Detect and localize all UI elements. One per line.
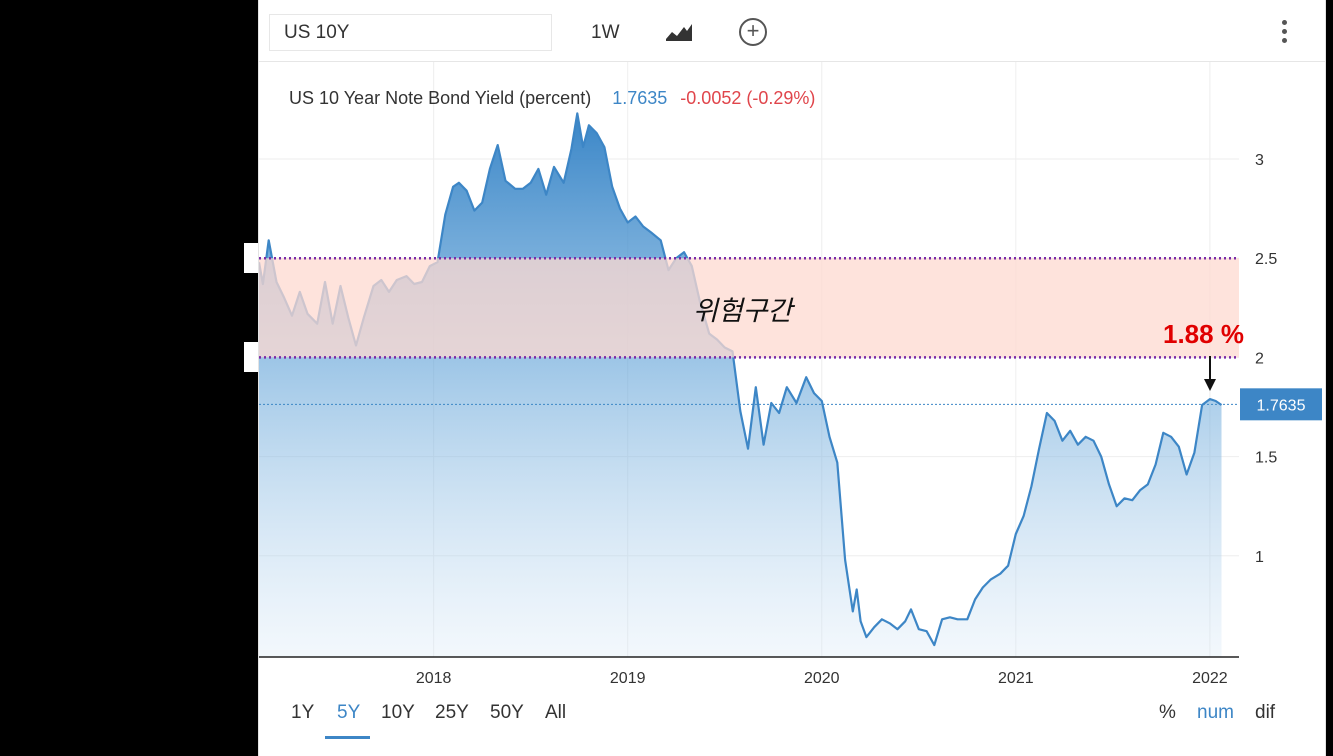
y-tick-label: 1 [1255,549,1264,566]
mode-dif[interactable]: dif [1255,702,1276,723]
chart-type-button[interactable] [665,20,693,57]
add-indicator-button[interactable]: + [739,18,767,46]
x-tick-label: 2020 [804,670,840,687]
range-1y[interactable]: 1Y [291,702,315,723]
mode-num[interactable]: num [1197,702,1234,723]
chart-panel: US 10Y 1W + 1 1.5 2 2.5 3 2018 2019 2020 2021 202… [258,0,1326,756]
chart-legend: US 10 Year Note Bond Yield (percent) 1.7… [289,88,815,109]
yield-chart[interactable]: 1 1.5 2 2.5 3 2018 2019 2020 2021 2022 1.7635 위험구간 1… [259,0,1327,700]
y-tick-label: 2 [1255,350,1264,367]
legend-series-name: US 10 Year Note Bond Yield (percent) [289,88,592,108]
plus-circle-icon: + [746,18,760,43]
kebab-menu-button[interactable] [1275,16,1295,48]
mode-percent[interactable]: % [1159,702,1176,723]
x-tick-label: 2021 [998,670,1034,687]
range-10y[interactable]: 10Y [381,702,415,723]
series-area [259,113,1222,657]
y-tick-label: 1.5 [1255,450,1277,467]
legend-last-value: 1.7635 [612,88,668,108]
symbol-input[interactable]: US 10Y [269,14,552,51]
clipped-glyph [244,243,258,273]
range-50y[interactable]: 50Y [490,702,524,723]
clipped-glyph [244,342,258,372]
x-tick-label: 2018 [416,670,452,687]
range-all[interactable]: All [545,702,567,723]
line-chart-icon [666,24,692,41]
yield-callout: 1.88 % [1163,319,1244,349]
callout-arrow-head [1204,379,1216,391]
y-tick-label: 2.5 [1255,251,1277,268]
range-25y[interactable]: 25Y [435,702,469,723]
last-price-tag [1240,388,1322,421]
chart-toolbar: US 10Y 1W + [259,0,1325,62]
danger-zone-label: 위험구간 [693,296,796,327]
y-tick-label: 3 [1255,152,1264,169]
x-tick-label: 2019 [610,670,646,687]
active-range-underline [325,736,370,739]
legend-change: -0.0052 (-0.29%) [680,88,816,108]
cropped-left-margin [0,0,258,756]
danger-zone-band [259,258,1239,358]
range-5y[interactable]: 5Y [337,702,361,723]
last-price-tag-label: 1.7635 [1257,397,1306,414]
x-tick-label: 2022 [1192,670,1228,687]
interval-button[interactable]: 1W [591,22,620,43]
